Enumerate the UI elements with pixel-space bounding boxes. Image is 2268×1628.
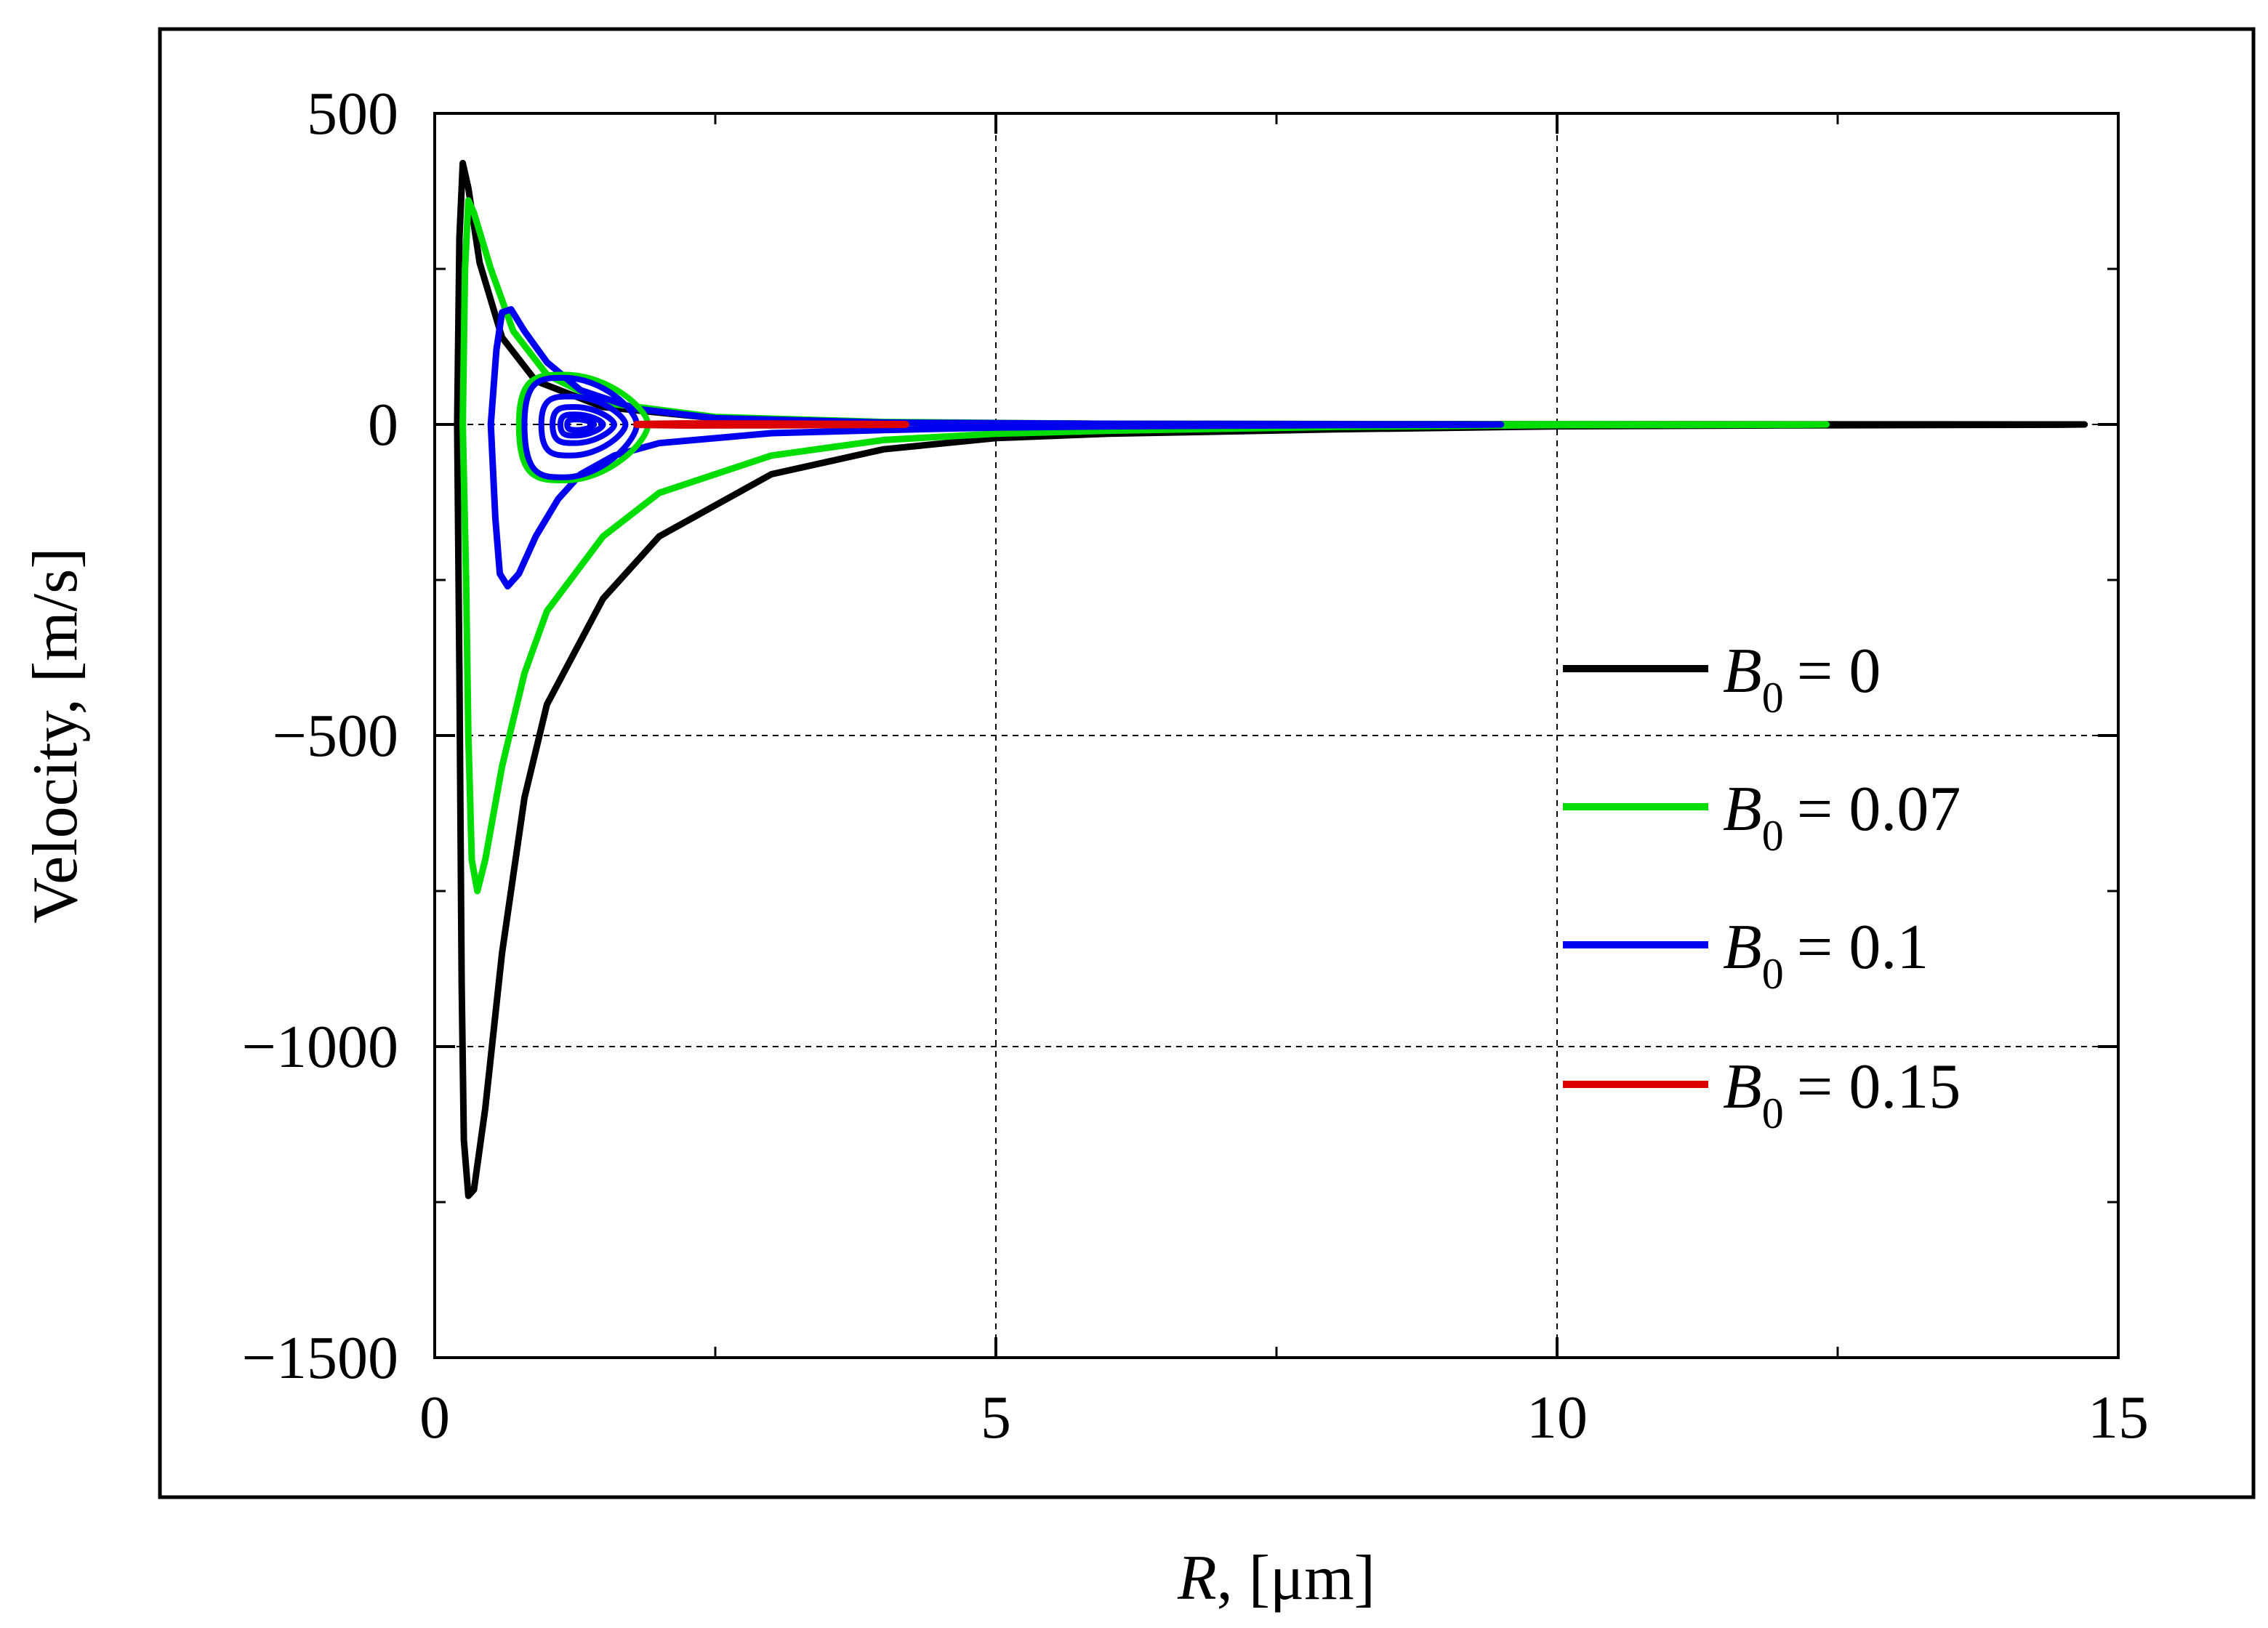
- x-tick-label: 10: [1527, 1384, 1588, 1451]
- blue-spiral-loop: [557, 411, 606, 439]
- blue-spiral-loop: [550, 404, 618, 446]
- series-line-2: [487, 306, 1505, 590]
- legend: B0 = 0 B0 = 0.07 B0 = 0.1 B0 = 0.15: [1563, 636, 1961, 1137]
- grid-lines: [435, 113, 2118, 1358]
- y-tick-label: 500: [307, 80, 398, 148]
- y-tick-label: −500: [273, 702, 398, 770]
- y-axis-label: Velocity, [m/s]: [20, 547, 91, 923]
- axis-ticks: 0 5 10 15 500 0 −500 −1000 −1500: [242, 80, 2149, 1451]
- y-tick-label: 0: [368, 391, 398, 459]
- x-tick-label: 5: [981, 1384, 1011, 1451]
- y-tick-label: −1000: [242, 1013, 398, 1081]
- legend-label-3: B0 = 0.15: [1723, 1052, 1961, 1137]
- legend-label-1: B0 = 0.07: [1723, 774, 1961, 860]
- legend-label-2: B0 = 0.1: [1723, 912, 1929, 998]
- blue-spiral-loop: [538, 393, 629, 459]
- data-curves: [454, 160, 2088, 1199]
- blue-spiral-loop: [564, 416, 598, 433]
- x-axis-label: R, [μm]: [1177, 1543, 1375, 1613]
- series-line-3-top: [632, 420, 906, 429]
- legend-label-0: B0 = 0: [1723, 636, 1881, 722]
- outer-frame: [158, 27, 2256, 1499]
- series-line-1: [459, 197, 1830, 895]
- x-tick-label: 0: [419, 1384, 450, 1451]
- x-tick-label: 15: [2088, 1384, 2149, 1451]
- y-tick-label: −1500: [242, 1324, 398, 1392]
